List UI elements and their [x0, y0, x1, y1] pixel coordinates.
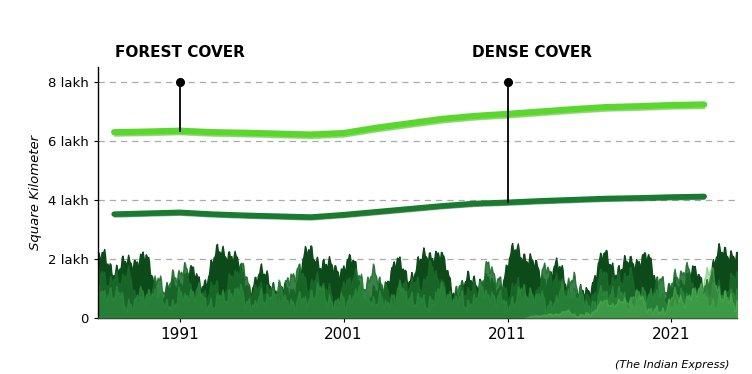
Text: FOREST COVER: FOREST COVER [115, 45, 244, 60]
Y-axis label: Square Kilometer: Square Kilometer [29, 135, 42, 250]
Text: DENSE COVER: DENSE COVER [472, 45, 592, 60]
Text: (The Indian Express): (The Indian Express) [615, 360, 729, 370]
